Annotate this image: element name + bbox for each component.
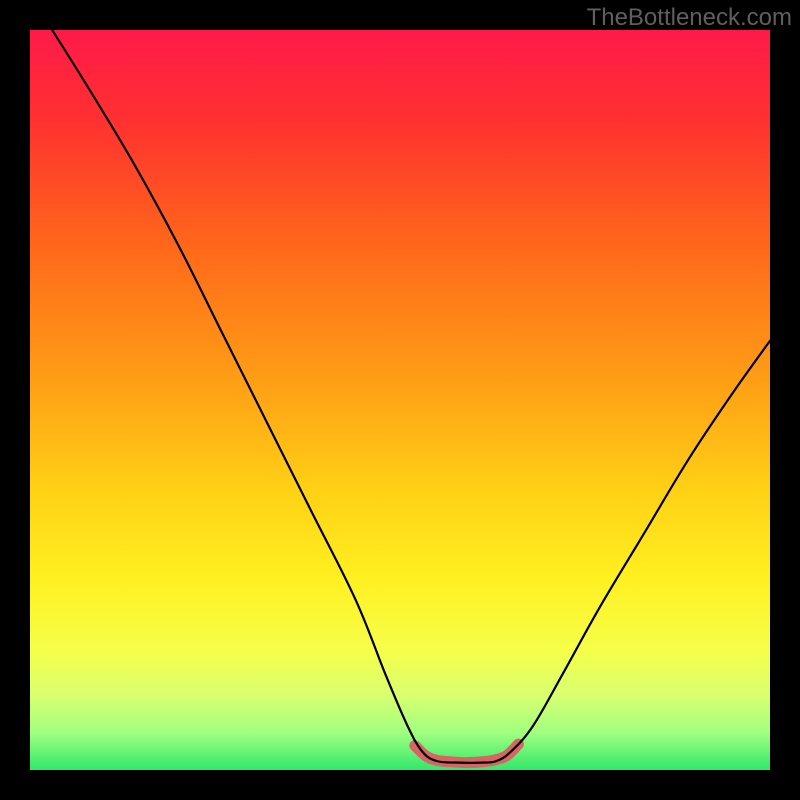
plot-svg: [30, 30, 770, 770]
plot-area: [30, 30, 770, 770]
plot-background: [30, 30, 770, 770]
watermark-text: TheBottleneck.com: [587, 4, 792, 32]
chart-container: TheBottleneck.com: [0, 0, 800, 800]
